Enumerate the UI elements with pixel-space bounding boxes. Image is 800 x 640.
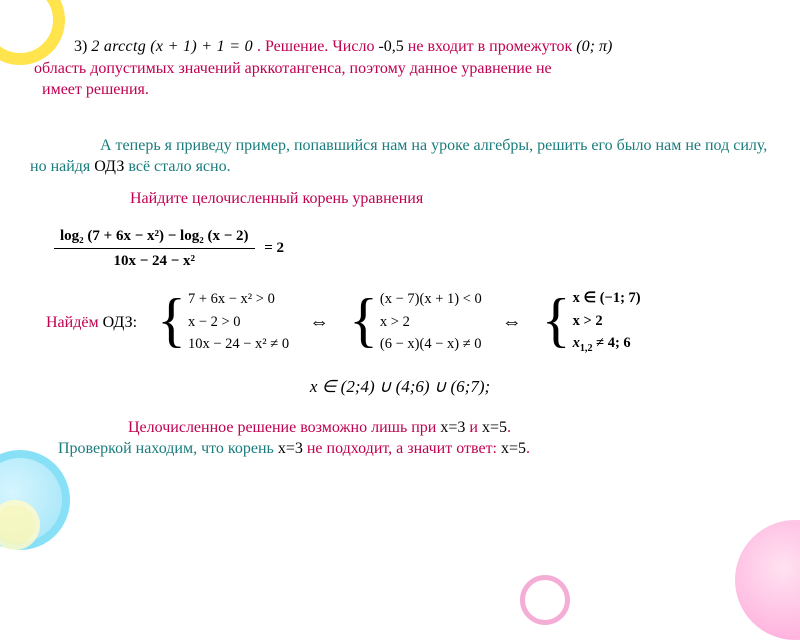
system-1-lines: 7 + 6x − x² > 0 x − 2 > 0 10x − 24 − x² …: [188, 290, 289, 355]
dot1: .: [507, 419, 511, 436]
brace-icon: {: [542, 294, 571, 346]
conclusion: Целочисленное решение возможно лишь при …: [30, 417, 770, 460]
decor-circle-pink-outline: [520, 575, 570, 625]
conclusion-line2: Проверкой находим, что корень х=3 не под…: [58, 438, 742, 460]
sys3-a-text: x ∈ (−1; 7): [573, 290, 641, 306]
and-text: и: [465, 419, 482, 436]
problem-number: 3): [74, 38, 87, 55]
sys1-c: 10x − 24 − x² ≠ 0: [188, 335, 289, 355]
interval-answer: x ∈ (2;4) ∪ (4;6) ∪ (6;7);: [30, 376, 770, 399]
system-2: { (x − 7)(x + 1) < 0 x > 2 (6 − x)(4 − x…: [349, 290, 482, 355]
iff-arrow-1: ⇔: [309, 309, 329, 336]
example-text-b: всё стало ясно.: [124, 158, 230, 175]
sys2-b: x > 2: [380, 313, 482, 333]
equation-arcctg: 2 arcctg (x + 1) + 1 = 0: [91, 38, 253, 55]
sys2-a: (x − 7)(x + 1) < 0: [380, 290, 482, 310]
equals-2: = 2: [264, 240, 284, 256]
problem-3-line3: имеет решения.: [42, 79, 770, 101]
x3b: х=3: [278, 440, 303, 457]
sys3-b-text: x > 2: [573, 313, 603, 329]
odz-text: ОДЗ:: [103, 314, 138, 331]
main-equation: log₂ (7 + 6x − x²) − log₂ (x − 2) 10x − …: [54, 226, 284, 272]
sys1-a: 7 + 6x − x² > 0: [188, 290, 289, 310]
x5b: х=5: [501, 440, 526, 457]
problem-3-line1: 3) 2 arcctg (x + 1) + 1 = 0 . Решение. Ч…: [30, 36, 770, 58]
concl-c: не подходит, а значит ответ:: [303, 440, 501, 457]
sys3-c: x1,2 ≠ 4; 6: [573, 334, 641, 356]
system-1: { 7 + 6x − x² > 0 x − 2 > 0 10x − 24 − x…: [157, 290, 289, 355]
numerator-text: log₂ (7 + 6x − x²) − log₂ (x − 2): [60, 228, 249, 244]
iff-arrow-2: ⇔: [502, 309, 522, 336]
x5: х=5: [482, 419, 507, 436]
problem-3-line2: область допустимых значений арккотангенс…: [34, 58, 770, 80]
fraction-numerator: log₂ (7 + 6x − x²) − log₂ (x − 2): [54, 226, 255, 249]
conclusion-line1: Целочисленное решение возможно лишь при …: [58, 417, 742, 439]
brace-icon: {: [157, 294, 186, 346]
fraction: log₂ (7 + 6x − x²) − log₂ (x − 2) 10x − …: [54, 226, 255, 272]
paragraph-example: А теперь я приведу пример, попавшийся на…: [30, 135, 770, 178]
find-integer-root-title: Найдите целочисленный корень уравнения: [130, 188, 770, 210]
slide-content: 3) 2 arcctg (x + 1) + 1 = 0 . Решение. Ч…: [0, 0, 800, 470]
system-3-lines: x ∈ (−1; 7) x > 2 x1,2 ≠ 4; 6: [573, 289, 641, 356]
denominator-text: 10x − 24 − x²: [113, 253, 195, 269]
sys3-a: x ∈ (−1; 7): [573, 289, 641, 309]
sys3-b: x > 2: [573, 312, 641, 332]
dot2: .: [526, 440, 530, 457]
brace-icon: {: [349, 294, 378, 346]
odz-row: Найдём ОДЗ: { 7 + 6x − x² > 0 x − 2 > 0 …: [30, 289, 770, 356]
text-ne-vhodit: не входит в промежуток: [408, 38, 577, 55]
value-neg05: -0,5: [378, 38, 403, 55]
odz-label: Найдём ОДЗ:: [46, 312, 137, 334]
x3: х=3: [440, 419, 465, 436]
text-resh: . Решение. Число: [257, 38, 378, 55]
odz-word: ОДЗ: [94, 158, 124, 175]
system-2-lines: (x − 7)(x + 1) < 0 x > 2 (6 − x)(4 − x) …: [380, 290, 482, 355]
concl-a: Целочисленное решение возможно лишь при: [128, 419, 440, 436]
fraction-denominator: 10x − 24 − x²: [54, 249, 255, 271]
decor-circle-pink: [735, 520, 800, 640]
interval-0pi: (0; π): [576, 38, 612, 55]
concl-b: Проверкой находим, что корень: [58, 440, 278, 457]
naidem-text: Найдём: [46, 314, 103, 331]
system-3: { x ∈ (−1; 7) x > 2 x1,2 ≠ 4; 6: [542, 289, 641, 356]
example-intro: А теперь я приведу пример, попавшийся на…: [30, 135, 770, 178]
sys2-c: (6 − x)(4 − x) ≠ 0: [380, 335, 482, 355]
sys1-b: x − 2 > 0: [188, 313, 289, 333]
